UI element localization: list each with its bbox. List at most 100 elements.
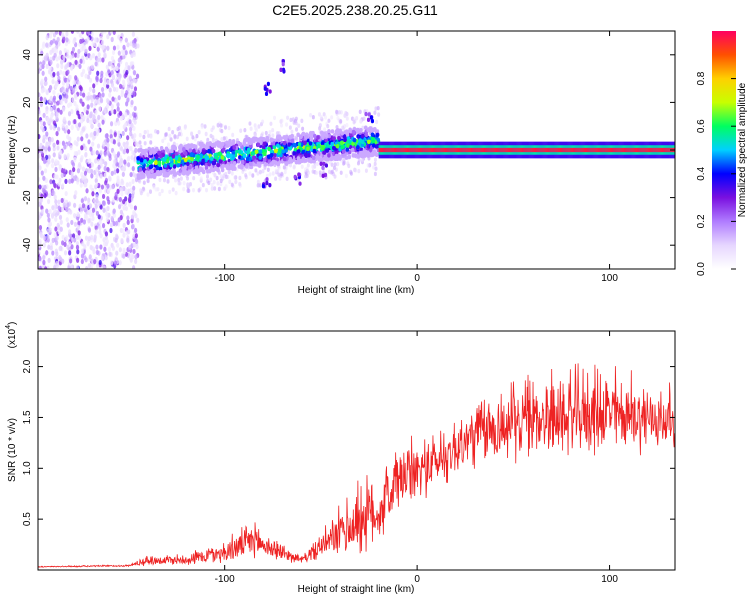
heatmap-cell	[58, 94, 63, 100]
heatmap-cell	[217, 186, 221, 192]
heatmap-cell	[81, 126, 85, 132]
heatmap-cell	[268, 172, 272, 177]
heatmap-cell	[585, 147, 587, 153]
heatmap-cell	[501, 147, 503, 153]
heatmap-cell	[441, 147, 443, 153]
heatmap-cell	[311, 114, 315, 120]
heatmap-cell	[463, 147, 465, 153]
heatmap-cell	[90, 97, 94, 103]
heatmap-cell	[135, 73, 140, 79]
heatmap-cell	[94, 178, 98, 184]
heatmap-cell	[90, 31, 94, 37]
heatmap-cell	[196, 154, 200, 160]
heatmap-cell	[188, 148, 193, 153]
heatmap-cell	[101, 92, 105, 98]
heatmap-cell	[342, 161, 346, 166]
heatmap-cell	[94, 61, 98, 67]
heatmap-cell	[378, 147, 380, 153]
heatmap-cell	[522, 147, 525, 153]
heatmap-cell	[120, 237, 124, 244]
heatmap-cell	[55, 251, 59, 257]
heatmap-cell	[205, 187, 209, 193]
heatmap-cell	[126, 215, 130, 221]
heatmap-cell	[290, 129, 294, 134]
heatmap-cell	[335, 109, 339, 115]
heatmap-cell	[171, 144, 176, 150]
heatmap-cell	[588, 147, 590, 153]
heatmap-cell	[91, 215, 95, 222]
heatmap-cell	[530, 147, 532, 153]
heatmap-cell	[511, 147, 513, 153]
colorbar-tick-label: 0.6	[696, 119, 707, 133]
snr-multiplier: (x104)	[5, 322, 18, 349]
heatmap-cell	[128, 119, 132, 125]
heatmap-cell	[573, 147, 575, 153]
heatmap-cell	[269, 152, 274, 158]
heatmap-cell	[460, 147, 462, 153]
heatmap-cell	[54, 48, 59, 54]
heatmap-cell	[75, 240, 80, 247]
heatmap-cell	[100, 184, 105, 190]
x-tick-label: 0	[414, 273, 420, 284]
heatmap-cell	[76, 257, 80, 263]
heatmap-cell	[454, 147, 456, 153]
heatmap-cell	[280, 118, 284, 123]
heatmap-cell	[467, 147, 469, 153]
heatmap-cell	[280, 171, 284, 177]
heatmap-cell	[102, 81, 107, 88]
heatmap-cell	[296, 132, 300, 137]
heatmap-cell	[644, 147, 646, 153]
heatmap-cell	[205, 169, 210, 174]
heatmap-cell	[125, 69, 129, 76]
heatmap-cell	[106, 79, 110, 86]
heatmap-cell	[443, 147, 445, 153]
heatmap-cell	[38, 153, 41, 159]
heatmap-cell	[556, 147, 558, 153]
heatmap-cell	[624, 147, 627, 153]
heatmap-cell	[124, 92, 128, 99]
heatmap-cell	[327, 169, 331, 174]
heatmap-cell	[124, 188, 129, 194]
heatmap-cell	[55, 260, 59, 267]
heatmap-cell	[382, 147, 384, 153]
heatmap-cell	[88, 45, 92, 51]
heatmap-cell	[233, 175, 237, 180]
heatmap-cell	[228, 179, 232, 185]
heatmap-cell	[311, 164, 315, 170]
heatmap-cell	[67, 129, 71, 135]
heatmap-cell	[88, 203, 93, 209]
heatmap-cell	[98, 188, 102, 194]
heatmap-cell	[127, 162, 131, 168]
heatmap-cell	[93, 130, 97, 137]
heatmap-cell	[117, 204, 122, 210]
heatmap-cell	[63, 250, 68, 256]
heatmap-cell	[362, 149, 367, 155]
heatmap-cell	[545, 147, 547, 153]
heatmap-cell	[131, 166, 135, 172]
heatmap-cell	[56, 71, 60, 77]
heatmap-cell	[539, 147, 541, 153]
heatmap-cell	[230, 182, 234, 187]
heatmap-cell	[621, 147, 623, 153]
heatmap-cell	[327, 153, 331, 158]
heatmap-cell	[75, 244, 80, 250]
heatmap-cell	[38, 133, 41, 140]
heatmap-cell	[336, 128, 340, 133]
heatmap-cell	[173, 172, 177, 177]
heatmap-cell	[80, 253, 85, 259]
heatmap-cell	[128, 94, 132, 100]
heatmap-cell	[642, 147, 644, 153]
heatmap-cell	[126, 86, 130, 92]
heatmap-cell	[282, 135, 286, 140]
heatmap-cell	[494, 147, 496, 153]
heatmap-cell	[397, 147, 400, 153]
heatmap-cell	[383, 147, 385, 153]
heatmap-cell	[51, 250, 55, 256]
heatmap-cell	[105, 64, 109, 70]
heatmap-cell	[95, 167, 99, 173]
heatmap-cell	[474, 147, 477, 153]
heatmap-cell	[502, 147, 504, 153]
heatmap-cell	[385, 147, 387, 153]
heatmap-cell	[103, 165, 107, 172]
heatmap-cell	[44, 266, 48, 269]
